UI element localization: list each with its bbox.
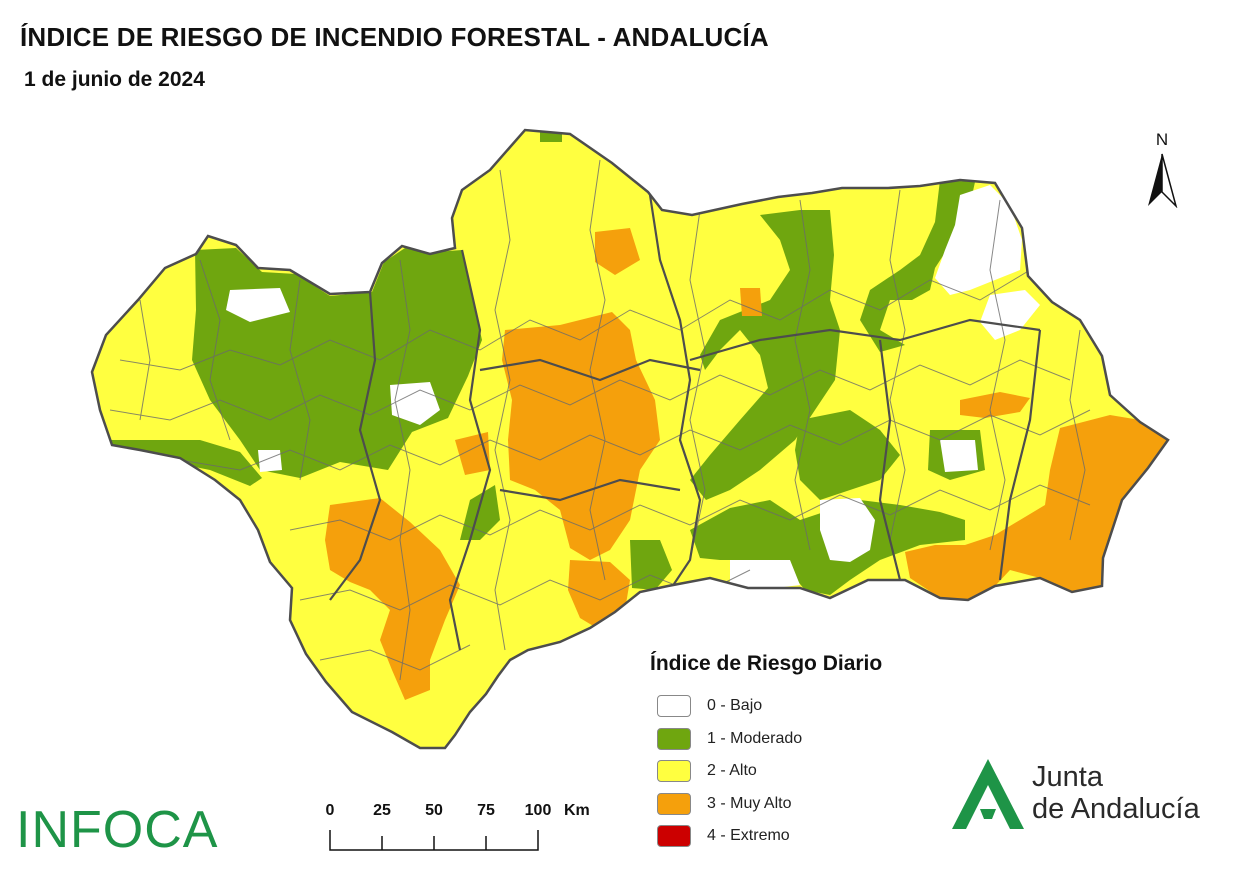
- zone-muy-alto-east: [905, 415, 1168, 600]
- scale-tick-label: 75: [477, 802, 495, 819]
- zone-moderado-sierra: [630, 540, 672, 590]
- legend-label: 3 - Muy Alto: [707, 794, 792, 812]
- scale-labels: 0 25 50 75 100: [320, 802, 620, 824]
- zone-muy-alto-east-north: [960, 392, 1030, 418]
- legend-title: Índice de Riesgo Diario: [650, 652, 883, 675]
- municipality-boundaries: [109, 159, 1091, 681]
- legend-item-alto: 2 - Alto: [650, 755, 940, 788]
- junta-emblem-icon: [952, 759, 1024, 829]
- province-boundaries: [329, 194, 1042, 651]
- map-date: 1 de junio de 2024: [24, 68, 205, 91]
- zone-muy-alto-jaen: [740, 288, 762, 316]
- legend-label: 4 - Extremo: [707, 827, 790, 845]
- north-label: N: [1155, 130, 1169, 149]
- zone-bajo-south: [820, 498, 875, 562]
- legend-item-muy-alto: 3 - Muy Alto: [650, 788, 940, 821]
- zone-bajo-west: [226, 288, 290, 322]
- junta-line1: Junta: [1032, 761, 1103, 793]
- scale-tick-label: 25: [373, 802, 391, 819]
- scale-bar: 0 25 50 75 100 Km: [320, 800, 620, 860]
- legend-label: 0 - Bajo: [707, 697, 763, 715]
- zone-muy-alto-north: [595, 228, 640, 275]
- legend-item-moderado: 1 - Moderado: [650, 723, 940, 756]
- legend-swatch-alto: [657, 760, 691, 783]
- north-arrow-icon: [1148, 153, 1178, 209]
- legend-label: 1 - Moderado: [707, 729, 803, 747]
- scale-tick-label: 100: [524, 802, 552, 819]
- zone-bajo-east-2: [940, 440, 978, 472]
- zone-moderado-east: [860, 180, 975, 352]
- zone-moderado-middle: [795, 410, 900, 500]
- scale-tick-label: 50: [425, 802, 443, 819]
- zone-bajo-east: [980, 290, 1040, 340]
- scale-unit: Km: [564, 802, 590, 819]
- legend-label: 2 - Alto: [707, 762, 757, 780]
- zone-muy-alto-central: [502, 312, 660, 560]
- legend-swatch-moderado: [657, 727, 691, 750]
- zone-muy-alto-southwest: [325, 498, 460, 700]
- zone-bajo-southeast: [730, 560, 800, 590]
- infoca-logo: INFOCA: [16, 801, 219, 859]
- legend-swatch-bajo: [657, 695, 691, 718]
- scale-tick-label: 0: [325, 802, 335, 819]
- legend-swatch-extremo: [657, 825, 691, 848]
- legend: Índice de Riesgo Diario 0 - Bajo 1 - Mod…: [650, 652, 940, 853]
- north-arrow: N: [1140, 130, 1184, 210]
- zone-bajo-northeast: [935, 185, 1022, 295]
- legend-item-extremo: 4 - Extremo: [650, 820, 940, 853]
- legend-item-bajo: 0 - Bajo: [650, 690, 940, 723]
- scale-ruler: [329, 830, 539, 851]
- junta-text: Junta de Andalucía: [1032, 761, 1200, 825]
- map-title: ÍNDICE DE RIESGO DE INCENDIO FORESTAL - …: [20, 22, 769, 52]
- zone-moderado-southwest: [460, 485, 500, 540]
- legend-swatch-muy-alto: [657, 792, 691, 815]
- junta-line2: de Andalucía: [1032, 793, 1200, 825]
- junta-andalucia-logo: Junta de Andalucía: [950, 755, 1220, 835]
